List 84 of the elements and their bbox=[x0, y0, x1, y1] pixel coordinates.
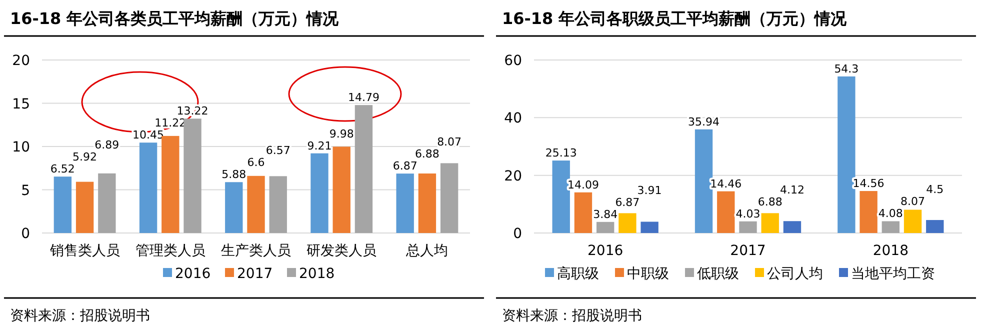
bar bbox=[596, 222, 614, 233]
data-label: 4.5 bbox=[926, 183, 944, 196]
data-label: 4.03 bbox=[736, 207, 760, 220]
bar bbox=[54, 176, 72, 233]
bar bbox=[694, 129, 713, 233]
bar bbox=[761, 213, 779, 233]
data-label: 6.88 bbox=[758, 195, 782, 208]
x-tick-label: 2017 bbox=[730, 243, 766, 259]
data-label: 25.13 bbox=[545, 146, 577, 160]
bar bbox=[76, 182, 94, 233]
data-label: 6.87 bbox=[392, 160, 418, 173]
y-tick-label: 5 bbox=[21, 182, 30, 199]
y-tick-label: 10 bbox=[12, 140, 30, 156]
x-tick-label: 管理类人员 bbox=[135, 243, 206, 259]
bar bbox=[310, 153, 328, 233]
data-label: 6.88 bbox=[414, 148, 440, 161]
data-label: 4.12 bbox=[780, 183, 804, 196]
y-tick-label: 0 bbox=[513, 226, 522, 242]
y-tick-label: 0 bbox=[21, 226, 30, 242]
data-label: 9.98 bbox=[329, 127, 354, 140]
data-label: 8.07 bbox=[900, 195, 926, 208]
y-tick-label: 15 bbox=[12, 96, 30, 112]
legend-label: 高职级 bbox=[557, 266, 599, 282]
bar bbox=[139, 142, 158, 233]
data-label: 54.3 bbox=[834, 62, 859, 76]
text: 资料来源：招股说明书 bbox=[502, 308, 642, 324]
bar bbox=[162, 136, 180, 233]
legend-label: 2018 bbox=[299, 266, 335, 282]
chart-title: 16-18 年公司各职级员工平均薪酬（万元）情况 bbox=[502, 9, 848, 28]
x-tick-label: 总人均 bbox=[405, 243, 448, 259]
bar bbox=[739, 221, 757, 233]
data-label: 6.57 bbox=[266, 144, 290, 158]
bar bbox=[98, 173, 116, 233]
y-tick-label: 60 bbox=[504, 53, 522, 69]
legend-label: 公司人均 bbox=[767, 266, 823, 282]
data-label: 6.87 bbox=[615, 196, 640, 209]
data-label: 3.84 bbox=[593, 208, 618, 221]
bar bbox=[618, 213, 636, 233]
x-tick-label: 2018 bbox=[872, 243, 908, 259]
x-tick-label: 生产类人员 bbox=[221, 243, 291, 259]
bar bbox=[574, 192, 592, 233]
legend-label: 当地平均工资 bbox=[851, 266, 935, 282]
data-label: 5.88 bbox=[222, 168, 246, 182]
data-label: 4.08 bbox=[878, 207, 903, 220]
bar bbox=[184, 118, 202, 233]
bar bbox=[418, 173, 436, 233]
data-label: 35.94 bbox=[688, 115, 720, 128]
bar bbox=[225, 182, 243, 233]
data-label: 9.21 bbox=[307, 139, 332, 152]
data-label: 6.6 bbox=[247, 156, 265, 170]
y-tick-label: 20 bbox=[504, 168, 522, 184]
bar bbox=[904, 210, 922, 233]
legend-label: 中职级 bbox=[627, 266, 669, 282]
bar bbox=[783, 221, 802, 233]
data-label: 8.07 bbox=[437, 136, 462, 149]
bar bbox=[354, 105, 373, 233]
bar bbox=[552, 160, 570, 233]
bar bbox=[717, 191, 735, 233]
bar bbox=[838, 76, 856, 233]
bar bbox=[332, 146, 350, 233]
chart-title: 16-18 年公司各类员工平均薪酬（万元）情况 bbox=[10, 9, 340, 28]
bar bbox=[269, 176, 287, 233]
bar bbox=[860, 191, 878, 233]
legend-label: 低职级 bbox=[697, 266, 739, 282]
data-label: 6.52 bbox=[50, 162, 75, 176]
bar bbox=[882, 221, 900, 233]
bar bbox=[926, 220, 944, 233]
x-tick-label: 2016 bbox=[588, 243, 624, 259]
data-label: 6.89 bbox=[94, 138, 120, 152]
data-label: 5.92 bbox=[72, 150, 98, 164]
bar bbox=[440, 163, 458, 233]
bar bbox=[640, 222, 658, 233]
x-tick-label: 销售类人员 bbox=[48, 243, 120, 259]
data-label: 14.79 bbox=[348, 91, 380, 104]
y-tick-label: 20 bbox=[12, 53, 30, 69]
legend-label: 2017 bbox=[237, 266, 273, 282]
legend-label: 2016 bbox=[175, 266, 211, 282]
y-tick-label: 40 bbox=[504, 110, 522, 127]
bar bbox=[396, 174, 414, 233]
x-tick-label: 研发类人员 bbox=[306, 243, 377, 259]
bar bbox=[247, 176, 265, 233]
data-label: 10.45 bbox=[132, 128, 164, 142]
data-label: 3.91 bbox=[637, 184, 662, 197]
text: 资料来源：招股说明书 bbox=[10, 308, 150, 324]
